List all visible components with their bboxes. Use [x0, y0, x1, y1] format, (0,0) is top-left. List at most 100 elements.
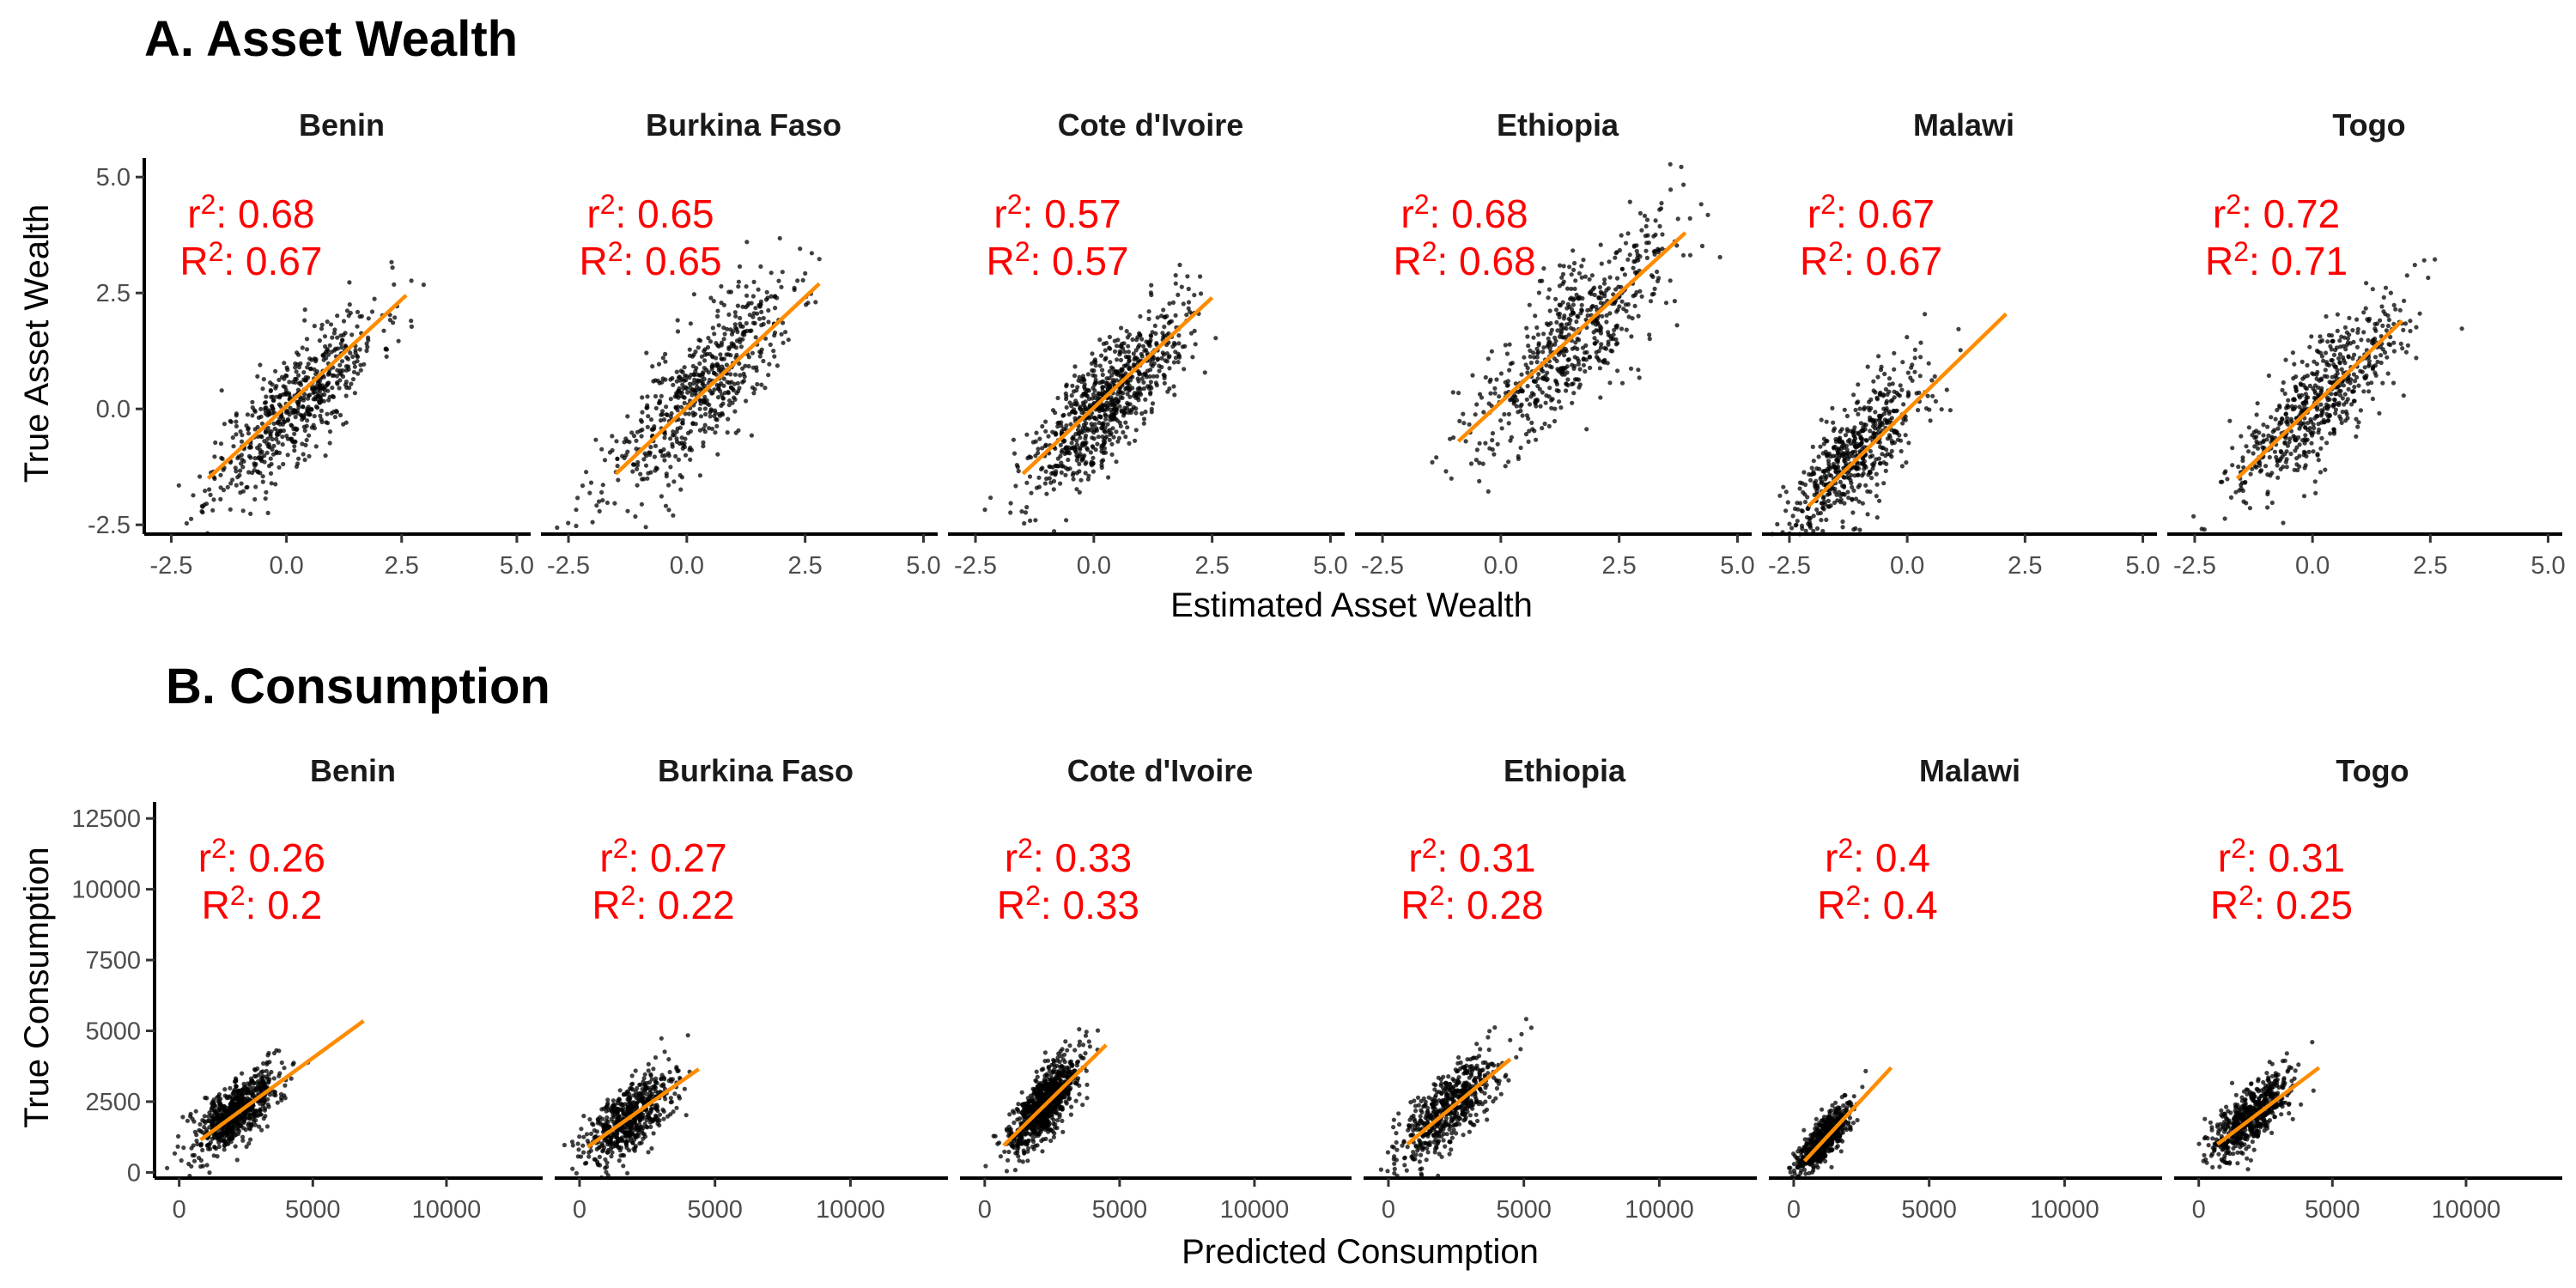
scatter-point [302, 307, 307, 313]
scatter-point [1110, 366, 1115, 371]
scatter-point [1856, 472, 1861, 477]
y-tick-label: 10000 [71, 877, 141, 904]
scatter-point [1868, 417, 1874, 422]
scatter-point [189, 516, 194, 521]
scatter-point [678, 487, 683, 492]
scatter-point [1529, 420, 1534, 425]
scatter-point [634, 438, 639, 443]
scatter-point [327, 440, 332, 446]
scatter-point [1104, 400, 1109, 405]
scatter-point [2255, 446, 2261, 451]
scatter-point [222, 1087, 228, 1092]
scatter-point [282, 361, 287, 366]
scatter-point [2318, 334, 2323, 339]
scatter-point [1154, 341, 1159, 346]
scatter-point [625, 449, 630, 454]
scatter-point [1874, 471, 1879, 477]
scatter-point [1149, 406, 1154, 411]
scatter-point [267, 445, 272, 450]
scatter-point [1873, 410, 1878, 415]
scatter-point [240, 433, 245, 438]
scatter-point [1912, 369, 1917, 374]
scatter-point [2414, 355, 2419, 361]
scatter-point [1564, 286, 1571, 291]
scatter-point [1042, 481, 1048, 486]
scatter-point [755, 311, 760, 316]
scatter-point [630, 469, 635, 474]
scatter-point [1124, 380, 1129, 386]
scatter-point [1494, 377, 1499, 382]
scatter-point [1657, 223, 1662, 229]
scatter-point [773, 306, 778, 311]
scatter-point [409, 319, 414, 324]
scatter-point [218, 496, 223, 502]
scatter-point [1130, 337, 1135, 343]
scatter-point [1795, 519, 1800, 524]
scatter-point [635, 1085, 640, 1091]
scatter-point [766, 307, 771, 313]
scatter-point [1928, 418, 1933, 423]
scatter-point [1127, 394, 1133, 399]
scatter-point [645, 394, 650, 399]
scatter-point [644, 1124, 649, 1129]
scatter-point [2293, 386, 2299, 391]
scatter-point [702, 406, 708, 411]
scatter-point [2311, 449, 2316, 454]
scatter-point [732, 322, 738, 327]
scatter-point [679, 475, 685, 480]
scatter-point [614, 439, 619, 444]
scatter-point [1814, 507, 1820, 513]
r-squared-annotation: r2: 0.26 [198, 833, 325, 880]
scatter-point [2325, 406, 2330, 411]
scatter-point [764, 289, 769, 295]
scatter-point [750, 350, 756, 355]
scatter-point [625, 508, 630, 513]
scatter-point [1898, 383, 1903, 388]
scatter-point [1535, 376, 1540, 381]
scatter-point [1571, 302, 1576, 307]
scatter-point [212, 476, 217, 482]
scatter-point [296, 352, 301, 357]
scatter-point [2255, 441, 2260, 447]
scatter-point [1575, 346, 1580, 351]
scatter-point [1851, 527, 1856, 532]
scatter-point [719, 381, 724, 386]
scatter-point [1601, 281, 1607, 286]
r-squared-annotation: r2: 0.65 [586, 189, 714, 236]
scatter-point [1849, 480, 1854, 486]
scatter-point [1639, 228, 1644, 233]
scatter-point [1563, 366, 1568, 371]
scatter-point [1040, 446, 1045, 451]
scatter-point [566, 520, 571, 526]
scatter-point [1078, 404, 1083, 410]
scatter-point [1549, 405, 1554, 410]
scatter-point [612, 501, 617, 506]
scatter-point [1087, 416, 1092, 421]
scatter-point [282, 1066, 287, 1071]
scatter-point [1107, 437, 1112, 442]
scatter-point [264, 1076, 270, 1081]
scatter-point [1619, 266, 1625, 271]
scatter-point [331, 410, 337, 415]
scatter-point [1793, 523, 1798, 528]
scatter-point [755, 381, 760, 387]
scatter-point [1536, 372, 1541, 377]
scatter-point [1901, 402, 1906, 407]
scatter-point [1160, 331, 1165, 336]
scatter-point [1486, 401, 1492, 406]
scatter-point [224, 1096, 230, 1101]
x-tick-label: -2.5 [954, 552, 997, 580]
scatter-point [1138, 332, 1143, 337]
scatter-point [1636, 258, 1641, 263]
scatter-point [726, 312, 732, 317]
scatter-point [1121, 341, 1127, 346]
scatter-point [1492, 386, 1498, 391]
scatter-point [1877, 392, 1883, 398]
scatter-point [228, 418, 233, 423]
scatter-point [1856, 411, 1861, 416]
scatter-point [2265, 491, 2270, 497]
scatter-point [2302, 404, 2307, 409]
scatter-point [709, 391, 714, 396]
scatter-point [1544, 362, 1549, 368]
